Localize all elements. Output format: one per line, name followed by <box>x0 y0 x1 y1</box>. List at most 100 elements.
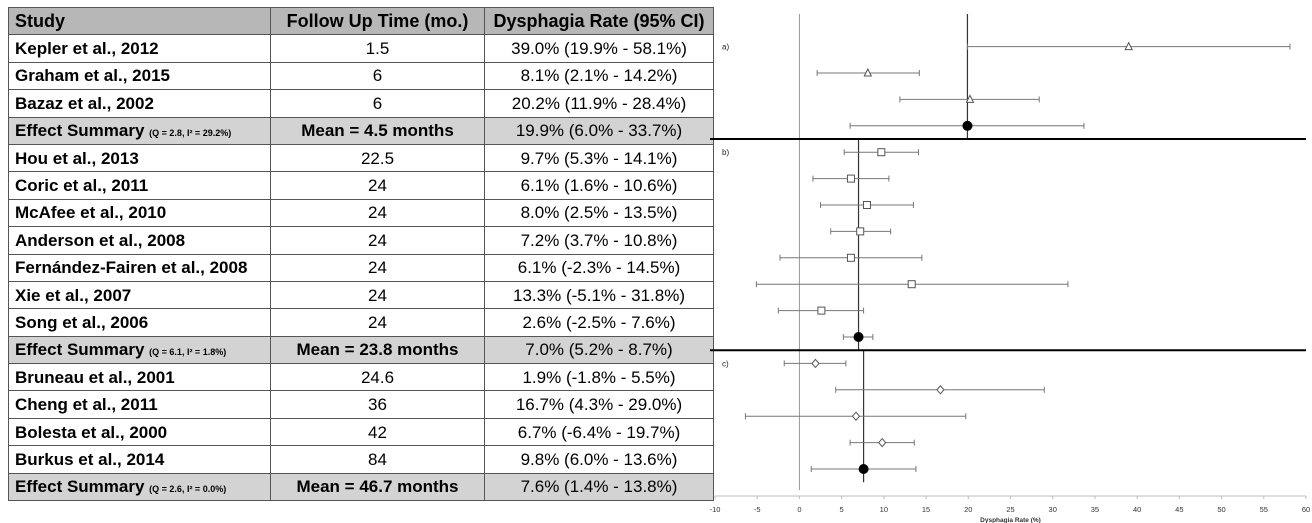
dysphagia-rate: 19.9% (6.0% - 33.7%) <box>484 116 714 145</box>
study-name: Fernández-Fairen et al., 2008 <box>8 253 271 282</box>
table-row: Fernández-Fairen et al., 2008 24 6.1% (-2.… <box>8 253 714 282</box>
study-label: Cheng et al., 2011 <box>15 395 158 415</box>
study-label: Burkus et al., 2014 <box>15 449 165 469</box>
effect-summary-row: Effect Summary (Q = 2.8, I² = 29.2%) Mean… <box>8 116 714 145</box>
study-name: Hou et al., 2013 <box>8 143 271 173</box>
dysphagia-rate: 7.2% (3.7% - 10.8%) <box>484 226 714 255</box>
table-row: Anderson et al., 2008 24 7.2% (3.7% - 10.8… <box>8 226 714 255</box>
follow-up-time: 24.6 <box>270 363 485 392</box>
study-point-marker <box>856 227 865 236</box>
table-row: Graham et al., 2015 6 8.1% (2.1% - 14.2%) <box>8 61 714 91</box>
study-point-marker <box>817 306 826 315</box>
x-axis-title: Dysphagia Rate (%) <box>980 517 1041 523</box>
dysphagia-rate: 2.6% (-2.5% - 7.6%) <box>484 308 714 337</box>
study-name: Effect Summary (Q = 2.6, I² = 0.0%) <box>8 472 271 502</box>
study-name: Kepler et al., 2012 <box>8 34 271 63</box>
dysphagia-rate: 1.9% (-1.8% - 5.5%) <box>484 363 714 392</box>
x-tick-label: 20 <box>964 505 972 514</box>
group-label: b) <box>722 148 729 157</box>
table-row: Bolesta et al., 2000 42 6.7% (-6.4% - 19.7… <box>8 417 714 447</box>
study-name: Burkus et al., 2014 <box>8 445 271 474</box>
x-tick-label: 5 <box>840 505 844 514</box>
dysphagia-rate: 6.1% (-2.3% - 14.5%) <box>484 253 714 282</box>
x-tick-label: 55 <box>1260 505 1268 514</box>
x-tick-label: 45 <box>1175 505 1183 514</box>
dysphagia-rate: 39.0% (19.9% - 58.1%) <box>484 34 714 63</box>
x-tick-label: 0 <box>797 505 801 514</box>
study-point-marker <box>936 385 945 395</box>
x-tick-label: 30 <box>1049 505 1057 514</box>
study-label: Bolesta et al., 2000 <box>15 422 168 442</box>
dysphagia-rate: 8.0% (2.5% - 13.5%) <box>484 198 714 228</box>
study-name: Effect Summary (Q = 2.8, I² = 29.2%) <box>8 116 271 145</box>
study-point-marker <box>878 437 887 448</box>
study-name: Effect Summary (Q = 6.1, I² = 1.8%) <box>8 335 271 365</box>
dysphagia-rate: 16.7% (4.3% - 29.0%) <box>484 390 714 419</box>
table-row: McAfee et al., 2010 24 8.0% (2.5% - 13.5%) <box>8 198 714 228</box>
study-point-marker <box>863 67 873 77</box>
study-name: Xie et al., 2007 <box>8 280 271 310</box>
heterogeneity-stat: (Q = 2.6, I² = 0.0%) <box>149 484 227 495</box>
table-row: Cheng et al., 2011 36 16.7% (4.3% - 29.0%) <box>8 390 714 419</box>
follow-up-time: 6 <box>270 89 485 118</box>
x-tick-label: -5 <box>754 505 761 514</box>
study-name: Bolesta et al., 2000 <box>8 417 271 447</box>
table-row: Bazaz et al., 2002 6 20.2% (11.9% - 28.4%) <box>8 89 714 118</box>
study-name: Bruneau et al., 2001 <box>8 363 271 392</box>
dysphagia-rate: 13.3% (-5.1% - 31.8%) <box>484 280 714 310</box>
study-point-marker <box>1124 41 1134 51</box>
study-name: McAfee et al., 2010 <box>8 198 271 228</box>
follow-up-time: 24 <box>270 253 485 282</box>
follow-up-time: 24 <box>270 226 485 255</box>
follow-up-time: 24 <box>270 280 485 310</box>
study-name: Song et al., 2006 <box>8 308 271 337</box>
study-label: Anderson et al., 2008 <box>15 230 186 250</box>
dysphagia-rate: 7.6% (1.4% - 13.8%) <box>484 472 714 502</box>
study-point-marker <box>862 201 871 209</box>
study-point-marker <box>811 358 820 369</box>
dysphagia-rate: 20.2% (11.9% - 28.4%) <box>484 89 714 118</box>
x-tick-label: 35 <box>1091 505 1099 514</box>
study-label: Graham et al., 2015 <box>15 66 170 86</box>
table-row: Burkus et al., 2014 84 9.8% (6.0% - 13.6%) <box>8 445 714 474</box>
forest-plot: -10 -5 0 5 10 15 20 25 30 35 40 45 50 55 60 Dysphagia R… <box>710 14 1310 523</box>
follow-up-time: 6 <box>270 61 485 91</box>
summary-point-marker <box>853 332 864 342</box>
table-row: Hou et al., 2013 22.5 9.7% (5.3% - 14.1%) <box>8 143 714 173</box>
group-label: a) <box>722 43 729 52</box>
dysphagia-rate: 6.1% (1.6% - 10.6%) <box>484 171 714 200</box>
header-follow-up: Follow Up Time (mo.) <box>270 6 485 36</box>
table-row: Bruneau et al., 2001 24.6 1.9% (-1.8% - 5.… <box>8 363 714 392</box>
follow-up-time: 24 <box>270 198 485 228</box>
table-row: Xie et al., 2007 24 13.3% (-5.1% - 31.8%) <box>8 280 714 310</box>
study-label: Effect Summary <box>15 121 145 141</box>
study-label: Effect Summary <box>15 340 145 360</box>
study-label: Song et al., 2006 <box>15 312 149 332</box>
x-tick-label: 60 <box>1302 505 1310 514</box>
study-point-marker <box>846 174 855 183</box>
x-tick-label: 50 <box>1217 505 1225 514</box>
study-label: Hou et al., 2013 <box>15 148 139 168</box>
study-point-marker <box>965 94 975 103</box>
dysphagia-rate: 9.8% (6.0% - 13.6%) <box>484 445 714 474</box>
header-study: Study <box>8 6 271 36</box>
follow-up-time: 24 <box>270 171 485 200</box>
dysphagia-rate: 7.0% (5.2% - 8.7%) <box>484 335 714 365</box>
summary-point-marker <box>962 120 973 131</box>
study-point-marker <box>851 411 861 421</box>
effect-summary-row: Effect Summary (Q = 2.6, I² = 0.0%) Mean … <box>8 472 714 502</box>
forest-table: Study Follow Up Time (mo.) Dysphagia Rat… <box>8 6 714 502</box>
study-label: Fernández-Fairen et al., 2008 <box>15 258 248 278</box>
follow-up-time: Mean = 46.7 months <box>270 472 485 502</box>
summary-point-marker <box>858 464 869 474</box>
group-label: c) <box>722 359 729 368</box>
heterogeneity-stat: (Q = 6.1, I² = 1.8%) <box>149 347 227 358</box>
x-tick-label: 15 <box>922 505 930 514</box>
follow-up-time: Mean = 23.8 months <box>270 335 485 365</box>
study-label: Kepler et al., 2012 <box>15 39 159 59</box>
follow-up-time: 42 <box>270 417 485 447</box>
study-label: Bruneau et al., 2001 <box>15 367 175 387</box>
table-body: Kepler et al., 2012 1.5 39.0% (19.9% - 58.… <box>8 34 714 502</box>
follow-up-time: 36 <box>270 390 485 419</box>
study-label: Bazaz et al., 2002 <box>15 93 154 113</box>
